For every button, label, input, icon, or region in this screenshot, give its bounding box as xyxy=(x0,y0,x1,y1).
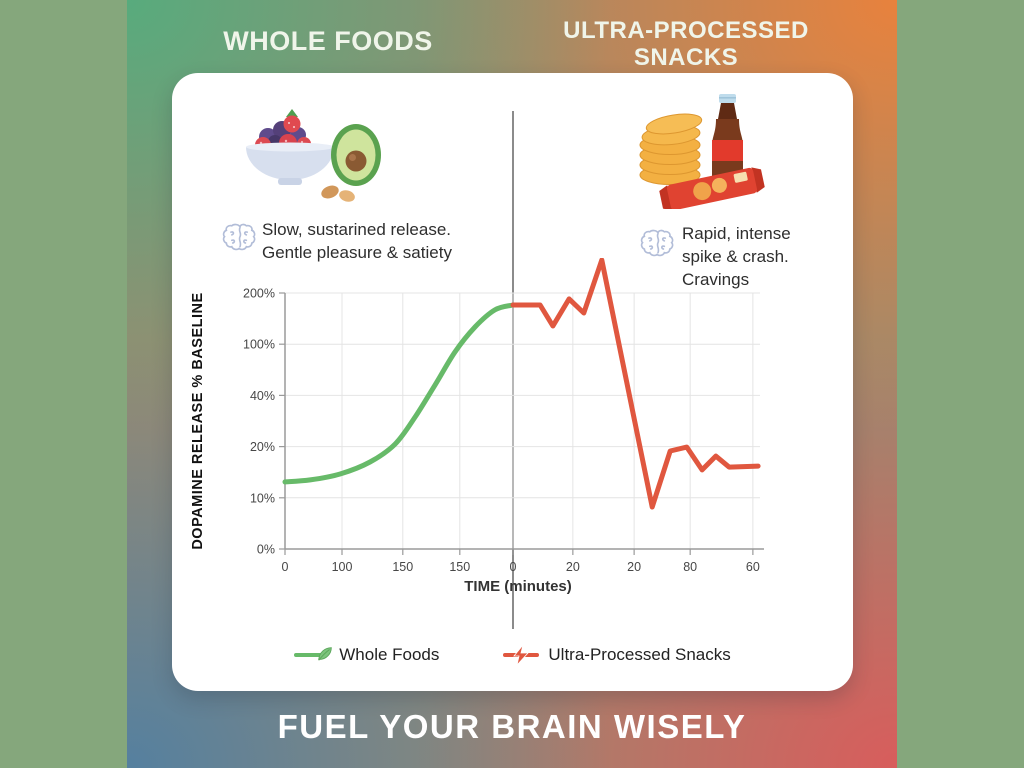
svg-text:200%: 200% xyxy=(243,287,275,301)
legend-label-whole-foods: Whole Foods xyxy=(339,645,440,664)
processed-snacks-note: Rapid, intense spike & crash. Cravings xyxy=(682,223,852,292)
chart-y-axis-label: DOPAMINE RELEASE % BASELINE xyxy=(190,292,206,550)
svg-text:20: 20 xyxy=(566,560,580,574)
svg-text:100: 100 xyxy=(332,560,353,574)
svg-text:20%: 20% xyxy=(250,440,275,454)
whole-foods-note: Slow, sustarined release. Gentle pleasur… xyxy=(262,219,532,265)
snack-bar-icon xyxy=(659,167,765,209)
chips-stack-icon xyxy=(639,113,703,185)
svg-text:0%: 0% xyxy=(257,543,275,557)
whole-foods-note-line1: Slow, sustarined release. xyxy=(262,220,451,239)
chart-x-axis-label: TIME (minutes) xyxy=(464,578,572,595)
svg-text:0: 0 xyxy=(282,560,289,574)
svg-text:60: 60 xyxy=(746,560,760,574)
header-whole-foods: WHOLE FOODS xyxy=(223,26,433,56)
brain-icon xyxy=(640,229,674,257)
avocado-icon xyxy=(331,124,381,186)
processed-snacks-illustration xyxy=(639,94,765,209)
svg-text:10%: 10% xyxy=(250,491,275,505)
legend-label-processed-snacks: Ultra-Processed Snacks xyxy=(548,645,731,664)
svg-text:40%: 40% xyxy=(250,389,275,403)
processed-note-line3: Cravings xyxy=(682,269,750,289)
whole-foods-illustration xyxy=(246,109,381,202)
comparison-card: Slow, sustarined release. Gentle pleasur… xyxy=(172,73,853,691)
svg-text:20: 20 xyxy=(627,560,641,574)
legend: Whole Foods Ultra-Processed Snacks xyxy=(172,644,853,666)
gradient-poster: WHOLE FOODS ULTRA-PROCESSED SNACKS xyxy=(127,0,897,768)
svg-text:0: 0 xyxy=(510,560,517,574)
header-ultra-processed-line2: SNACKS xyxy=(633,44,739,72)
legend-item-processed-snacks: Ultra-Processed Snacks xyxy=(503,644,731,666)
berries-bowl-icon xyxy=(246,109,334,185)
legend-item-whole-foods: Whole Foods xyxy=(294,645,439,665)
dopamine-chart: 200% 100% 40% 20% 10% 0% 0 100 150 150 0 20 20 80 60 xyxy=(243,258,764,574)
leaf-icon xyxy=(318,647,332,661)
header-ultra-processed-line1: ULTRA-PROCESSED xyxy=(563,17,809,44)
svg-text:100%: 100% xyxy=(243,338,275,352)
svg-text:80: 80 xyxy=(683,560,697,574)
brain-icon xyxy=(222,223,256,251)
green-line-swatch xyxy=(294,653,323,657)
lightning-icon xyxy=(513,644,530,666)
processed-note-line2: spike & crash. xyxy=(682,246,789,266)
footer-title: FUEL YOUR BRAIN WISELY xyxy=(277,708,747,745)
svg-text:150: 150 xyxy=(392,560,413,574)
svg-text:150: 150 xyxy=(449,560,470,574)
whole-foods-note-line2: Gentle pleasure & satiety xyxy=(262,242,452,262)
nuts-icon xyxy=(321,185,355,202)
header-ultra-processed: ULTRA-PROCESSED SNACKS xyxy=(555,17,817,71)
processed-note-line1: Rapid, intense xyxy=(682,224,791,243)
